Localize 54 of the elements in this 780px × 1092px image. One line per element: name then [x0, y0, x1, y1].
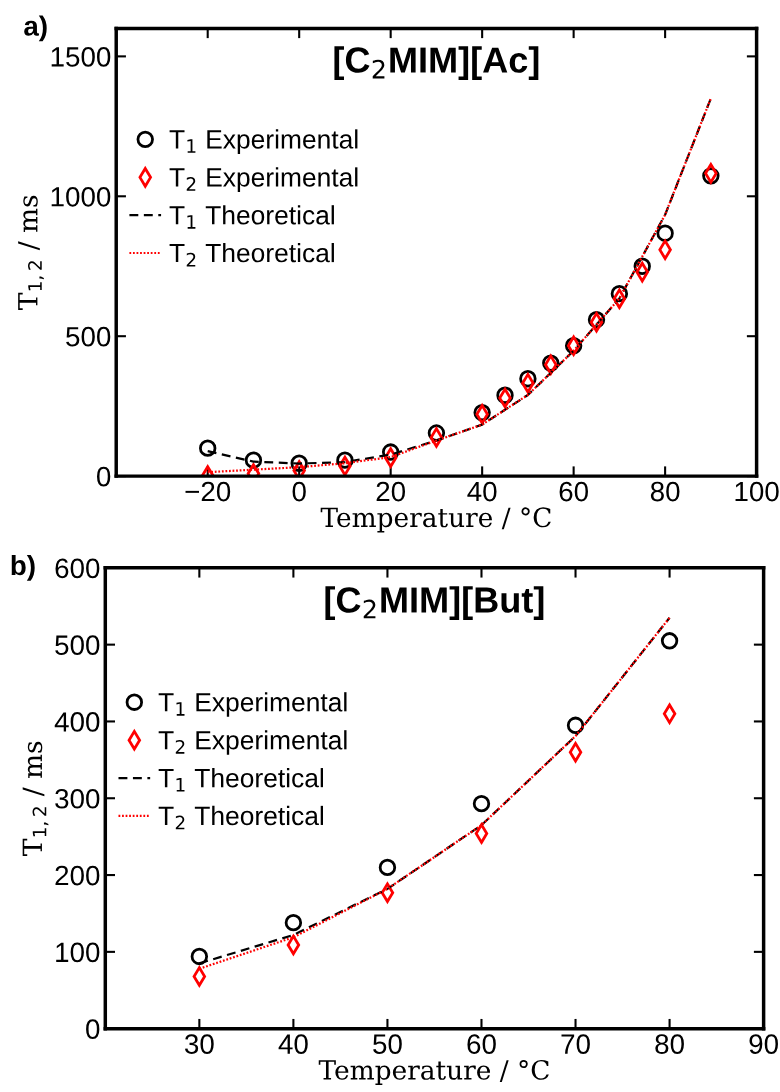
legend-label: T$_{2}$ Experimental	[169, 167, 358, 192]
text: a)	[24, 15, 47, 42]
x-tick-label: 100	[735, 481, 779, 502]
point	[192, 966, 207, 987]
y-tick-label: 1000	[51, 186, 111, 207]
y-axis-title: T$_{1,2}$ / ms	[18, 195, 44, 310]
legend-label: T$_{2}$ Theoretical	[169, 242, 334, 267]
x-tick-label: 80	[650, 481, 680, 502]
legend-label: T$_{1}$ Theoretical	[158, 768, 324, 792]
point	[472, 794, 491, 813]
x-tick-label: 40	[278, 1034, 308, 1054]
point	[474, 823, 489, 844]
x-tick-label: 80	[655, 1034, 684, 1054]
point	[284, 913, 303, 932]
y-tick-label: 500	[55, 635, 100, 655]
x-tick-label: 90	[749, 1034, 778, 1054]
y-axis-title: T$_{1,2}$ / ms	[22, 741, 49, 856]
y-tick-label: 100	[56, 942, 100, 963]
y-tick-label: 500	[66, 326, 111, 347]
x-tick-label: 60	[467, 1034, 496, 1054]
point	[190, 947, 209, 966]
text: b)	[11, 554, 35, 581]
y-tick-label: 0	[86, 1019, 100, 1039]
y-tick-label: 300	[55, 788, 100, 809]
point	[378, 858, 397, 877]
point	[660, 632, 679, 650]
point	[656, 224, 674, 242]
x-axis-title: Temperature / °C	[318, 1059, 549, 1085]
x-tick-label: 20	[376, 481, 406, 502]
legend-label: T$_{2}$ Experimental	[158, 730, 347, 755]
x-axis-title: Temperature / °C	[320, 507, 551, 533]
x-tick-label: 0	[292, 481, 306, 502]
point	[662, 703, 677, 724]
legend-label: T$_{1}$ Experimental	[158, 692, 347, 717]
legend-label: T$_{2}$ Theoretical	[158, 805, 324, 830]
x-tick-label: 60	[559, 481, 588, 502]
x-tick-label: 50	[373, 1034, 402, 1054]
x-tick-label: −20	[185, 481, 231, 502]
y-tick-label: 600	[55, 558, 100, 579]
point	[612, 288, 627, 309]
chart-title: [C$_{2}$MIM][Ac]	[334, 46, 539, 80]
point	[199, 439, 217, 457]
y-tick-label: 0	[97, 466, 111, 487]
y-tick-label: 400	[54, 712, 100, 732]
x-tick-label: 30	[184, 1034, 214, 1054]
point	[429, 427, 444, 448]
legend-label: T$_{1}$ Experimental	[169, 129, 358, 154]
y-tick-label: 200	[55, 865, 100, 886]
x-tick-label: 70	[561, 1034, 590, 1054]
point	[380, 882, 395, 903]
x-tick-label: 40	[467, 481, 497, 502]
legend-label: T$_{1}$ Theoretical	[169, 205, 334, 229]
y-tick-label: 1500	[51, 47, 111, 67]
chart-title: [C$_{2}$MIM][But]	[325, 586, 544, 620]
